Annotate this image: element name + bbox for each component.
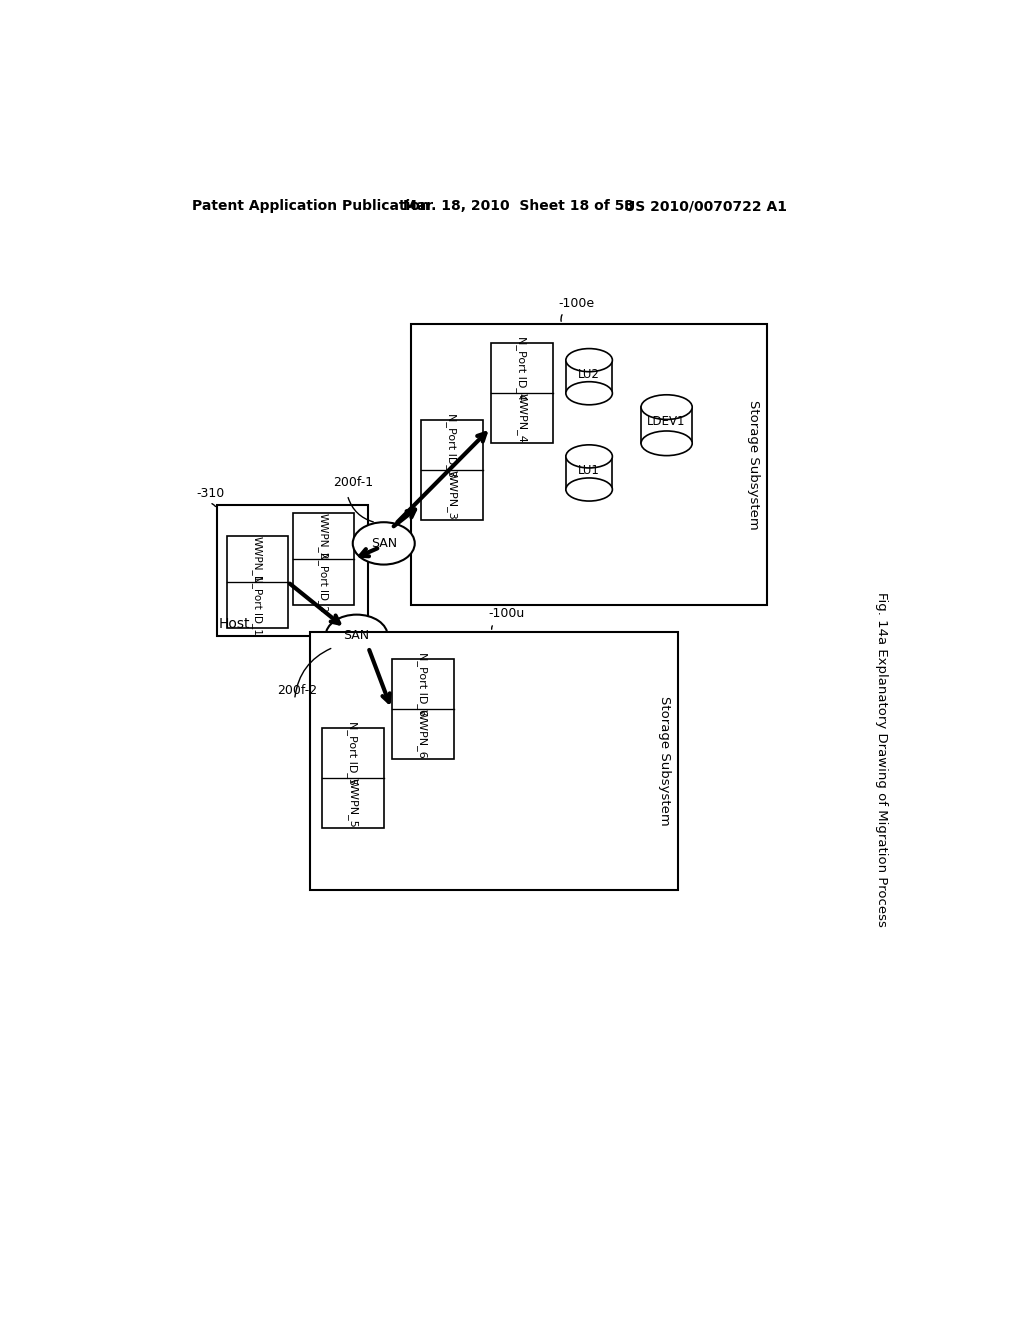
Text: -100u: -100u xyxy=(488,607,524,620)
Ellipse shape xyxy=(641,430,692,455)
Bar xyxy=(310,632,678,890)
Text: -310: -310 xyxy=(197,487,224,499)
Text: WWPN_2: WWPN_2 xyxy=(317,512,329,558)
Text: SAN: SAN xyxy=(344,630,370,643)
Text: WWPN_4: WWPN_4 xyxy=(516,393,527,444)
Polygon shape xyxy=(566,360,612,393)
Bar xyxy=(411,323,767,605)
Bar xyxy=(293,512,353,605)
Text: Storage Subsystem: Storage Subsystem xyxy=(657,696,671,826)
Text: N_Port ID_1: N_Port ID_1 xyxy=(252,576,263,635)
Text: WWPN_3: WWPN_3 xyxy=(446,470,458,520)
Ellipse shape xyxy=(326,615,388,657)
Bar xyxy=(391,659,454,759)
Text: 200f-2: 200f-2 xyxy=(276,684,316,697)
Text: Storage Subsystem: Storage Subsystem xyxy=(746,400,760,529)
Text: N_Port ID_2: N_Port ID_2 xyxy=(317,552,329,612)
Text: LU1: LU1 xyxy=(579,463,600,477)
Polygon shape xyxy=(641,407,692,444)
Polygon shape xyxy=(566,457,612,490)
Bar xyxy=(322,729,384,829)
Text: Fig. 14a Explanatory Drawing of Migration Process: Fig. 14a Explanatory Drawing of Migratio… xyxy=(874,591,888,927)
Bar xyxy=(227,536,288,628)
Text: US 2010/0070722 A1: US 2010/0070722 A1 xyxy=(624,199,787,213)
Ellipse shape xyxy=(352,523,415,565)
Text: WWPN_6: WWPN_6 xyxy=(417,709,428,759)
Ellipse shape xyxy=(566,348,612,372)
Text: Host: Host xyxy=(218,618,250,631)
Text: N_Port ID_6: N_Port ID_6 xyxy=(417,652,428,715)
Text: Mar. 18, 2010  Sheet 18 of 53: Mar. 18, 2010 Sheet 18 of 53 xyxy=(403,199,634,213)
Ellipse shape xyxy=(566,381,612,405)
Bar xyxy=(217,506,369,636)
Text: N_Port ID_4: N_Port ID_4 xyxy=(516,337,527,400)
Text: WWPN_1: WWPN_1 xyxy=(252,536,263,582)
Text: N_Port ID_5: N_Port ID_5 xyxy=(347,721,358,785)
Text: 200f-1: 200f-1 xyxy=(334,477,374,490)
Text: -100e: -100e xyxy=(558,297,594,310)
Text: N_Port ID_3: N_Port ID_3 xyxy=(446,413,458,478)
Text: Patent Application Publication: Patent Application Publication xyxy=(191,199,429,213)
Text: LU2: LU2 xyxy=(579,367,600,380)
Bar xyxy=(421,420,483,520)
Ellipse shape xyxy=(566,445,612,469)
Text: LDEV1: LDEV1 xyxy=(647,416,686,428)
Ellipse shape xyxy=(566,478,612,502)
Bar xyxy=(490,343,553,444)
Text: WWPN_5: WWPN_5 xyxy=(347,779,358,828)
Text: SAN: SAN xyxy=(371,537,397,550)
Ellipse shape xyxy=(641,395,692,420)
